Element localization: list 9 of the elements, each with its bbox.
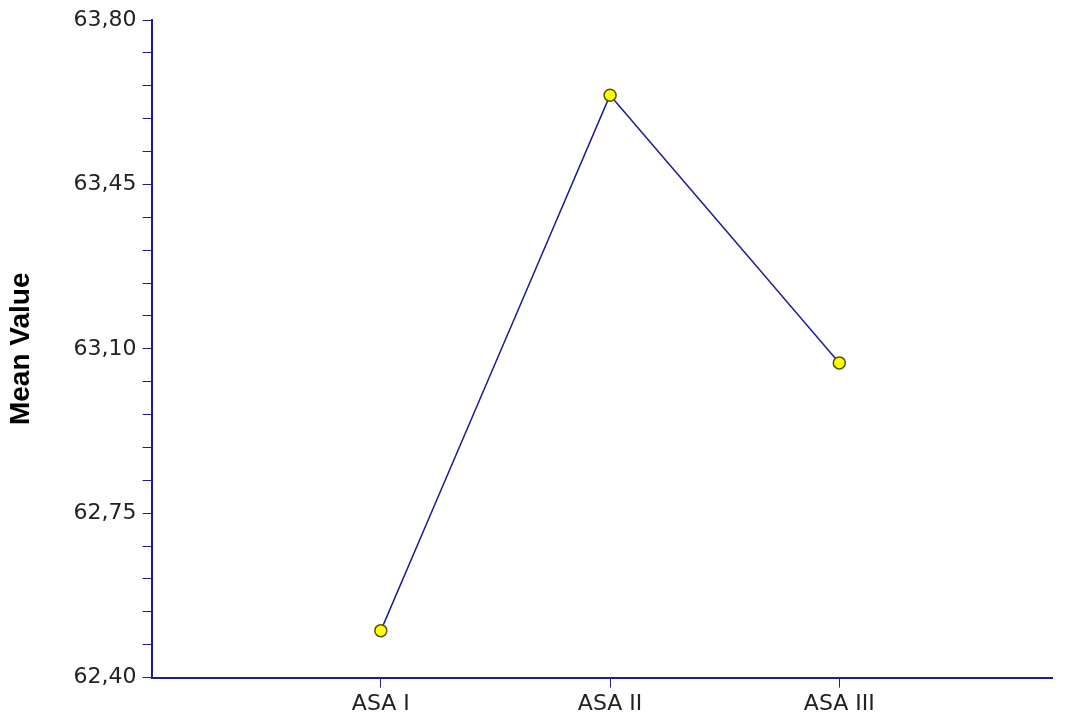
y-axis-title: Mean Value — [3, 272, 35, 426]
y-tick-label: 63,45 — [73, 170, 137, 196]
x-tick-label: ASA III — [803, 689, 875, 715]
y-tick-label: 62,40 — [73, 663, 137, 689]
y-tick-label: 62,75 — [73, 498, 137, 524]
x-tick-label: ASA I — [351, 689, 410, 715]
y-tick-label: 63,10 — [73, 334, 137, 360]
y-tick-label: 63,80 — [73, 5, 137, 31]
x-tick-label: ASA II — [577, 689, 643, 715]
